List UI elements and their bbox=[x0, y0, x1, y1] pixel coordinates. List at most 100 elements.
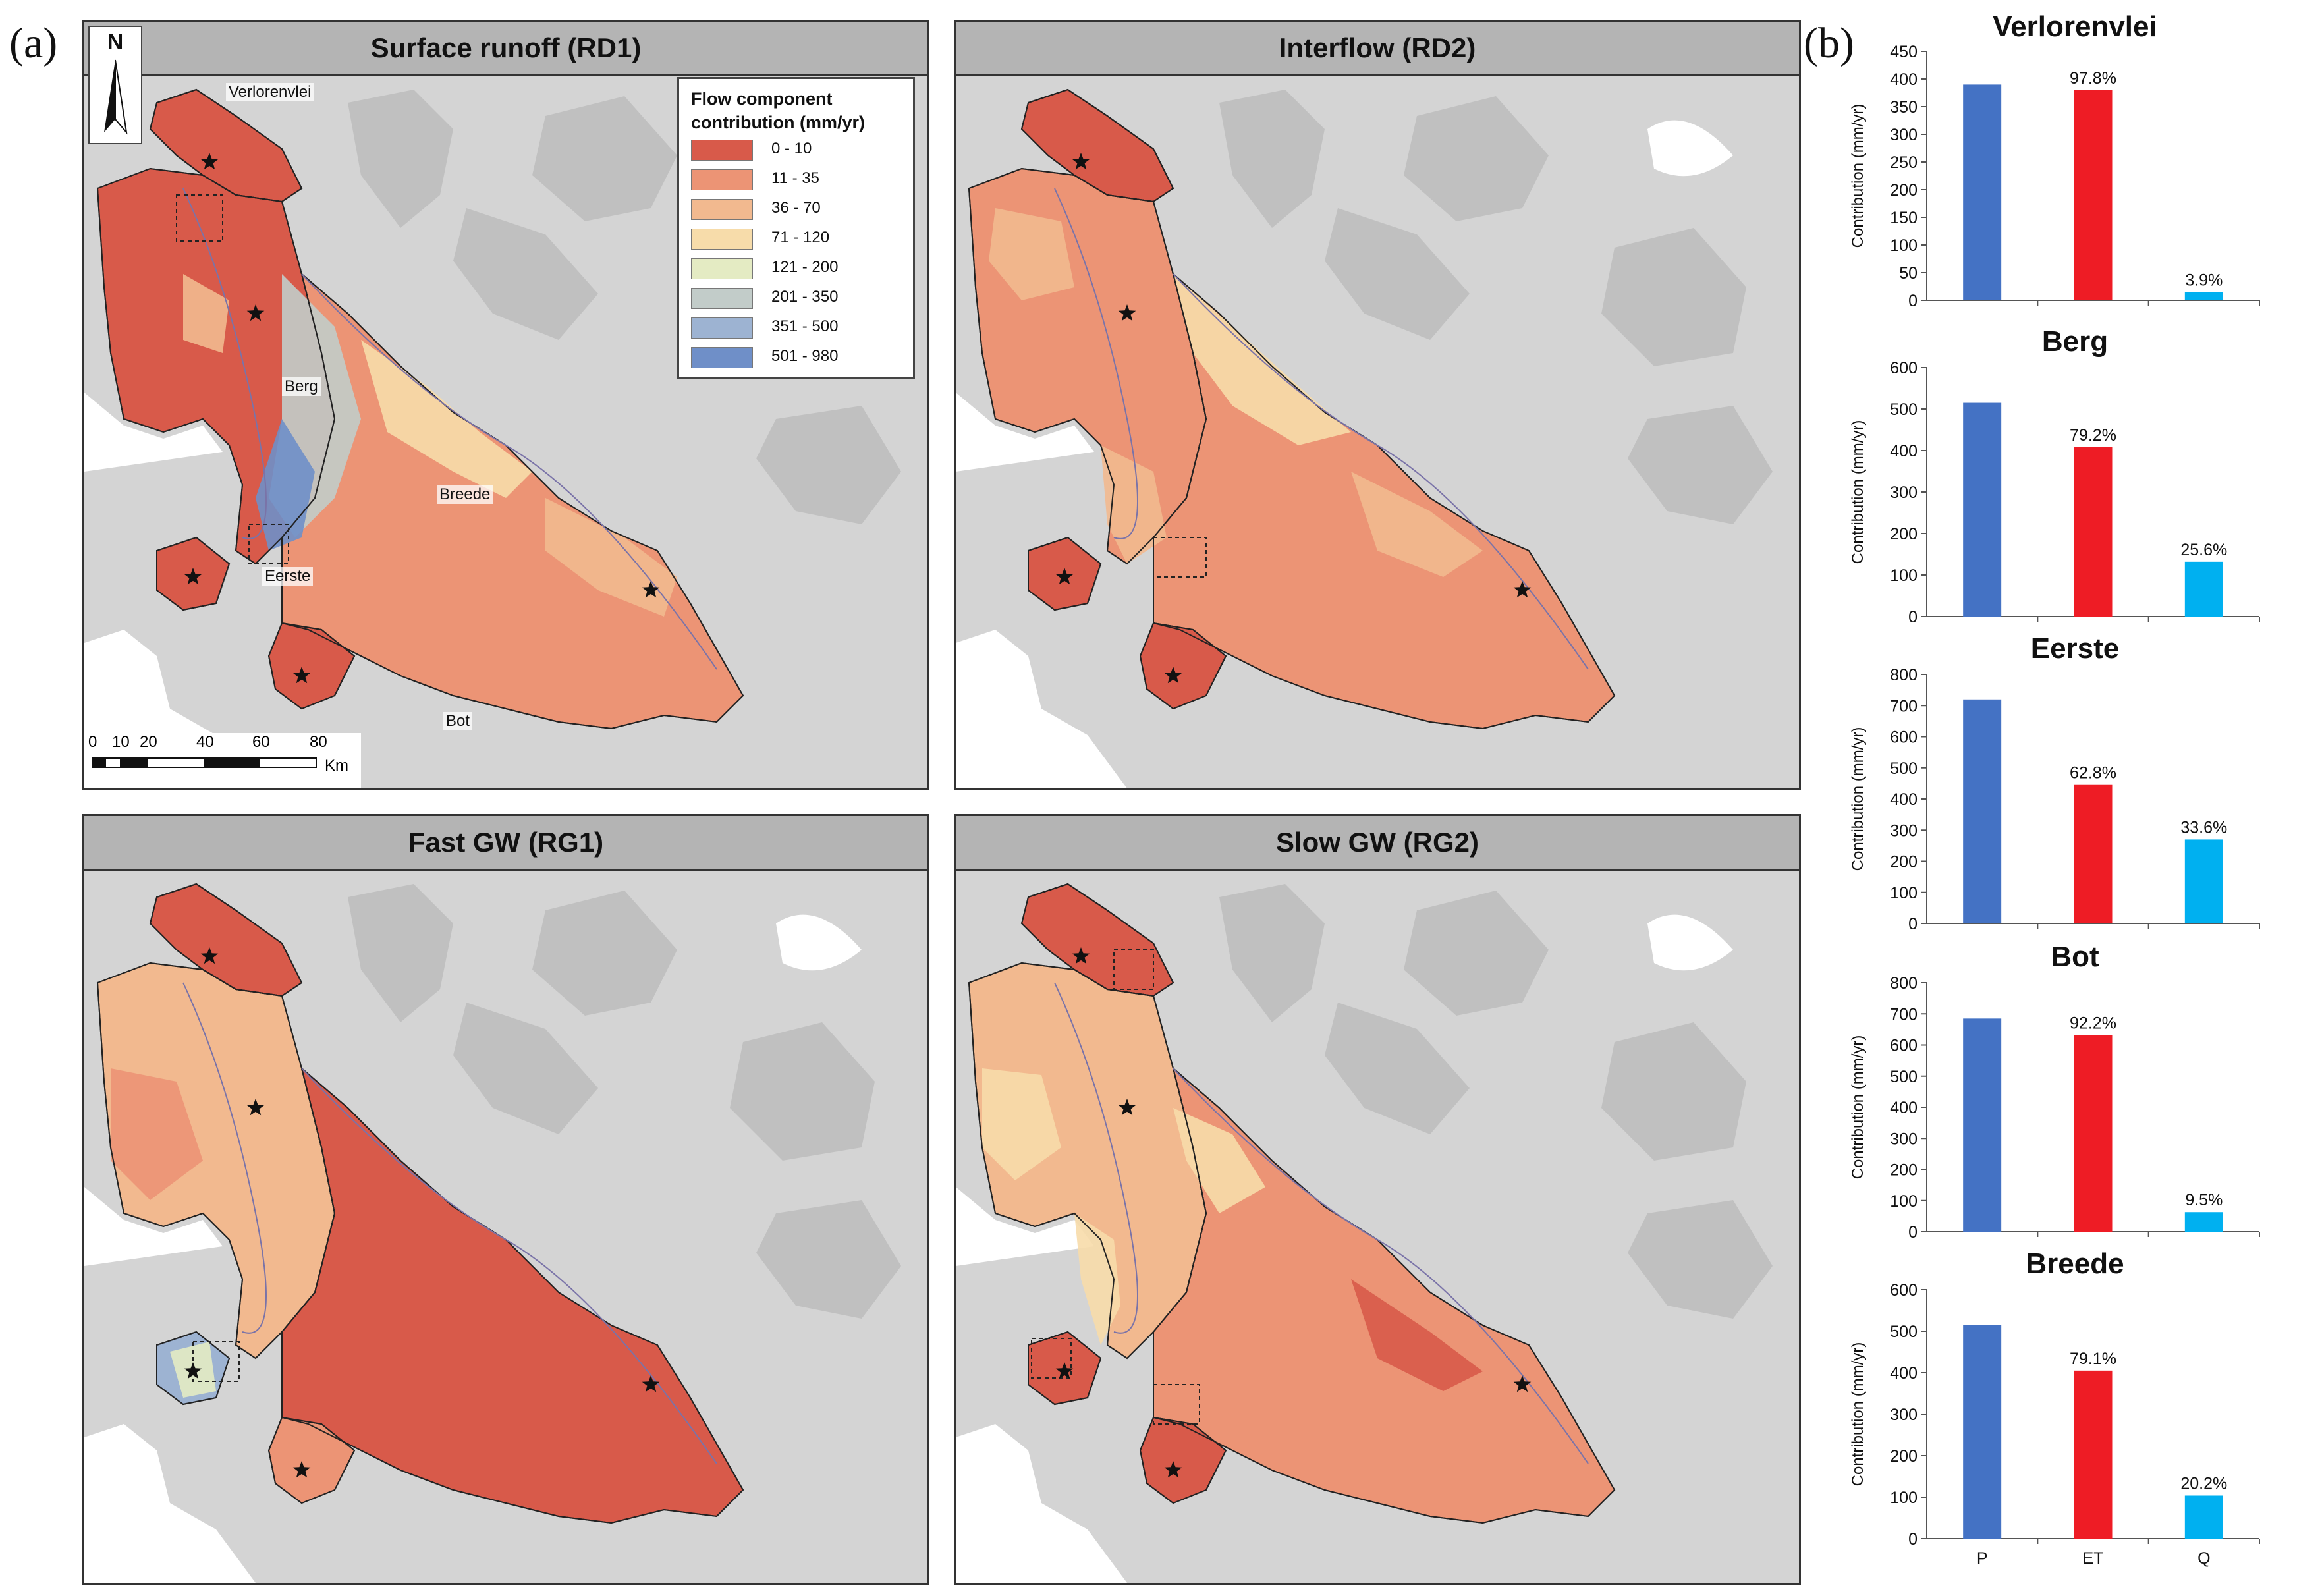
gauge-star-icon bbox=[246, 304, 265, 321]
gauge-star-icon bbox=[200, 153, 219, 170]
catchment-boundary bbox=[96, 962, 336, 1360]
bar-p bbox=[1963, 699, 2002, 923]
catchment-boundary bbox=[267, 622, 356, 710]
label-berg: Berg bbox=[282, 377, 321, 396]
flow-class-area bbox=[256, 419, 315, 551]
legend-swatch bbox=[691, 258, 753, 279]
catchment-boundary bbox=[1028, 1331, 1102, 1406]
y-axis-label: Contribution (mm/yr) bbox=[1849, 104, 1867, 248]
hill-shading bbox=[1404, 96, 1549, 221]
legend-swatch bbox=[691, 140, 753, 161]
y-tick-label: 200 bbox=[1890, 1161, 1918, 1180]
map-title-rg2: Slow GW (RG2) bbox=[956, 816, 1799, 871]
y-tick-label: 100 bbox=[1890, 566, 1918, 585]
scale-bar: 0 10 20 40 60 80 Km bbox=[84, 733, 361, 788]
map-title-rd1: Surface runoff (RD1) bbox=[84, 22, 927, 76]
catchment-boundary bbox=[1139, 1416, 1227, 1504]
gauge-star-icon bbox=[1164, 667, 1182, 684]
chart-title-bot: Bot bbox=[2051, 941, 2099, 973]
bar-chart-verlorenvlei: Contribution (mm/yr) 0 50 100 150 200 250 300 35… bbox=[1849, 43, 2260, 310]
scale-tick-40: 40 bbox=[196, 733, 214, 751]
gauge-star-icon bbox=[642, 1375, 660, 1392]
hill-shading bbox=[1219, 884, 1325, 1022]
y-tick-label: 250 bbox=[1890, 153, 1918, 172]
y-tick-label: 500 bbox=[1890, 1323, 1918, 1341]
gauge-star-icon bbox=[1072, 153, 1090, 170]
bar-et bbox=[2074, 784, 2113, 923]
river bbox=[182, 188, 267, 539]
y-tick-label: 400 bbox=[1890, 1364, 1918, 1383]
catchment-boundary bbox=[96, 167, 336, 565]
gauge-star-icon bbox=[1164, 1461, 1182, 1478]
bar-et bbox=[2074, 1370, 2113, 1539]
sea bbox=[84, 1187, 223, 1266]
bar-et bbox=[2074, 447, 2113, 617]
map-panel-rd1: Surface runoff (RD1) N Flow component co… bbox=[82, 20, 929, 790]
legend-swatch bbox=[691, 317, 753, 339]
y-tick-label: 700 bbox=[1890, 1005, 1918, 1024]
inset-box bbox=[192, 1341, 240, 1382]
inset-box bbox=[248, 524, 289, 564]
map-panel-rg2: Slow GW (RG2) bbox=[954, 814, 1801, 1585]
y-tick-label: 50 bbox=[1899, 264, 1918, 283]
legend-row: 11 - 35 bbox=[691, 167, 902, 190]
inset-box bbox=[176, 194, 223, 242]
y-tick-label: 200 bbox=[1890, 1447, 1918, 1466]
river bbox=[301, 273, 717, 670]
lake bbox=[776, 914, 862, 971]
legend-label: 501 - 980 bbox=[771, 347, 839, 365]
legend-title-line1: Flow component bbox=[691, 89, 833, 109]
scale-tick-20: 20 bbox=[140, 733, 157, 751]
bar-p bbox=[1963, 1325, 2002, 1539]
y-tick-label: 450 bbox=[1890, 43, 1918, 61]
x-tick-label: ET bbox=[2083, 1549, 2104, 1568]
y-tick-label: 400 bbox=[1890, 442, 1918, 460]
y-tick-label: 0 bbox=[1908, 1223, 1918, 1242]
bar-chart-eerste: Contribution (mm/yr) 0 100 200 300 400 500 600 7… bbox=[1849, 666, 2260, 933]
bar-chart-bot: Contribution (mm/yr) 0 100 200 300 400 500 600 7… bbox=[1849, 974, 2260, 1242]
north-arrow-icon bbox=[104, 59, 128, 135]
bar-p bbox=[1963, 84, 2002, 300]
y-tick-label: 500 bbox=[1890, 400, 1918, 419]
legend-swatch bbox=[691, 169, 753, 190]
bar-p bbox=[1963, 1018, 2002, 1232]
panel-a-label: (a) bbox=[9, 19, 58, 67]
catchment-boundary bbox=[968, 962, 1207, 1360]
hill-shading bbox=[453, 208, 598, 340]
bar-chart-breede: Contribution (mm/yr) 0 100 200 300 400 500 600 P… bbox=[1849, 1281, 2260, 1568]
legend-label: 201 - 350 bbox=[771, 288, 839, 306]
scale-tick-0: 0 bbox=[88, 733, 97, 751]
legend-label: 11 - 35 bbox=[771, 169, 819, 187]
map-rg2 bbox=[956, 871, 1799, 1583]
flow-class-area bbox=[982, 1068, 1061, 1180]
hill-shading bbox=[532, 891, 677, 1016]
hill-shading bbox=[348, 884, 453, 1022]
bar-q bbox=[2184, 1212, 2223, 1232]
y-tick-label: 100 bbox=[1890, 1192, 1918, 1211]
river bbox=[1054, 982, 1138, 1334]
data-label: 25.6% bbox=[2180, 541, 2227, 559]
y-tick-label: 300 bbox=[1890, 1130, 1918, 1148]
north-arrow: N bbox=[88, 26, 142, 144]
chart-title-verlorenvlei: Verlorenvlei bbox=[1993, 11, 2157, 43]
river bbox=[301, 1068, 717, 1464]
hill-shading bbox=[1628, 1200, 1773, 1319]
y-tick-label: 300 bbox=[1890, 821, 1918, 840]
legend-row: 201 - 350 bbox=[691, 285, 902, 309]
sea bbox=[84, 393, 223, 472]
inset-box bbox=[1031, 1338, 1072, 1379]
label-bot: Bot bbox=[443, 712, 473, 730]
north-letter: N bbox=[107, 30, 124, 55]
legend-label: 121 - 200 bbox=[771, 258, 839, 276]
y-tick-label: 400 bbox=[1890, 1099, 1918, 1117]
y-axis-label: Contribution (mm/yr) bbox=[1849, 1342, 1867, 1487]
y-tick-label: 600 bbox=[1890, 729, 1918, 747]
y-axis-label: Contribution (mm/yr) bbox=[1849, 420, 1867, 564]
legend-label: 0 - 10 bbox=[771, 140, 812, 157]
data-label: 92.2% bbox=[2070, 1014, 2116, 1032]
y-tick-label: 800 bbox=[1890, 666, 1918, 684]
y-tick-label: 400 bbox=[1890, 790, 1918, 809]
flow-class-area bbox=[1173, 274, 1351, 445]
river bbox=[1173, 273, 1589, 670]
legend-row: 71 - 120 bbox=[691, 226, 902, 250]
